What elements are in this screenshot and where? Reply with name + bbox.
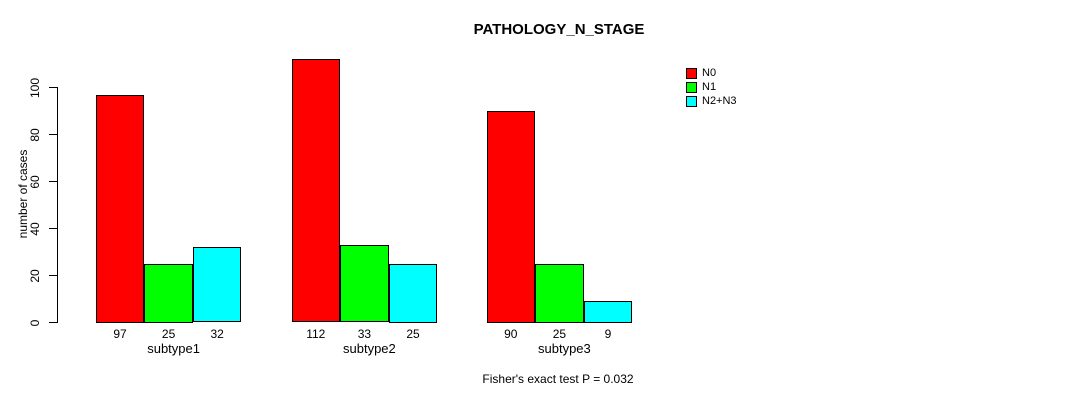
y-tick-mark — [49, 134, 57, 135]
bar-N0-subtype3 — [486, 111, 536, 323]
bar-value-label: 90 — [504, 327, 518, 341]
bar-N2+N3-subtype3 — [583, 301, 633, 323]
bar-value-label: 112 — [306, 327, 326, 341]
legend-swatch-icon — [686, 67, 697, 79]
y-tick-label: 20 — [28, 268, 42, 283]
bar-N1-subtype1 — [144, 263, 193, 323]
y-axis-line — [57, 87, 58, 323]
legend-item-N2+N3: N2+N3 — [686, 94, 737, 108]
y-tick-mark — [49, 181, 57, 182]
bar-N2+N3-subtype2 — [388, 263, 438, 323]
legend-label: N0 — [702, 66, 717, 79]
bar-value-label: 25 — [406, 327, 420, 341]
bar-value-label: 25 — [552, 327, 567, 341]
bar-value-label: 33 — [357, 327, 372, 341]
y-tick-label: 40 — [28, 221, 42, 236]
bar-value-label: 9 — [604, 327, 612, 341]
legend-swatch-icon — [686, 95, 697, 107]
bar-value-label: 97 — [113, 327, 127, 341]
bar-N1-subtype3 — [535, 263, 584, 323]
y-tick-label: 60 — [28, 174, 42, 189]
legend-swatch-icon — [686, 81, 697, 93]
y-tick-label: 100 — [28, 77, 42, 98]
category-label-subtype2: subtype2 — [343, 341, 396, 356]
legend-item-N0: N0 — [686, 66, 737, 80]
legend-label: N1 — [702, 80, 717, 93]
bar-N1-subtype2 — [340, 244, 389, 323]
bar-N0-subtype1 — [95, 94, 145, 323]
category-label-subtype1: subtype1 — [147, 341, 200, 356]
chart-title: PATHOLOGY_N_STAGE — [473, 21, 645, 38]
y-tick-label: 0 — [28, 319, 42, 326]
bar-value-label: 25 — [161, 327, 176, 341]
legend: N0 N1 N2+N3 — [686, 66, 737, 109]
y-tick-mark — [49, 322, 57, 323]
category-label-subtype3: subtype3 — [538, 341, 591, 356]
bar-N0-subtype2 — [291, 59, 341, 323]
annotation-pvalue: Fisher's exact test P = 0.032 — [482, 372, 634, 386]
bar-value-label: 32 — [210, 327, 224, 341]
y-tick-mark — [49, 87, 57, 88]
bar-N2+N3-subtype1 — [192, 247, 242, 323]
legend-item-N1: N1 — [686, 80, 737, 94]
y-tick-mark — [49, 228, 57, 229]
y-tick-label: 80 — [28, 127, 42, 142]
y-tick-mark — [49, 275, 57, 276]
legend-label: N2+N3 — [702, 94, 737, 107]
